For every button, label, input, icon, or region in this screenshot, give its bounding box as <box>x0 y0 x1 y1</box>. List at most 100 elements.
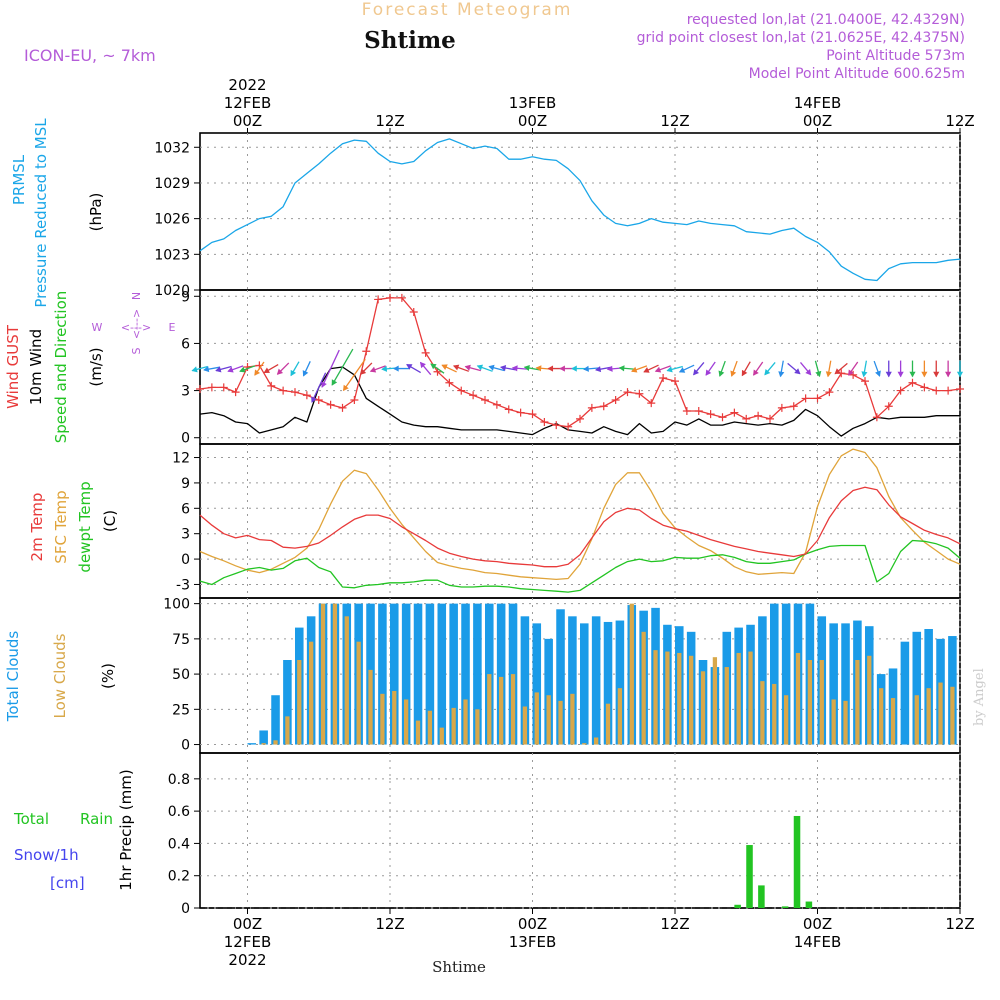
low-cloud-bar <box>807 660 813 745</box>
wind-gust-line-point <box>932 386 941 395</box>
low-cloud-bar <box>724 667 729 745</box>
wind-gust-line-point <box>825 388 834 397</box>
low-cloud-bar <box>451 707 456 745</box>
wind-direction-arrowhead <box>794 368 801 375</box>
y-tick-label: 3 <box>181 384 190 400</box>
wind-direction-arrowhead <box>848 369 854 376</box>
low-cloud-bar <box>415 720 421 745</box>
compass-west-east-arrow: <---> <box>121 321 151 334</box>
rain-bar <box>805 901 813 908</box>
wind-gust-line-point <box>611 396 620 404</box>
wind-direction-arrowhead <box>571 365 577 372</box>
y-tick-label: 3 <box>181 527 190 543</box>
pressure-unit-label: (hPa) <box>87 193 105 232</box>
wind-direction-arrowhead <box>360 368 367 375</box>
y-tick-label: 1026 <box>154 212 190 228</box>
total-cloud-bar <box>912 631 922 745</box>
low-cloud-bar <box>784 695 789 745</box>
low-cloud-bar <box>689 655 694 745</box>
model-label: ICON-EU, ~ 7km <box>24 46 156 65</box>
top-time-label: 00Z <box>518 112 547 130</box>
precip-legend-cm: [cm] <box>50 874 85 892</box>
wind-legend-direction: Speed and Direction <box>52 291 70 444</box>
wind-direction-arrowhead <box>778 371 785 378</box>
wind-direction-arrowhead <box>815 370 822 378</box>
wind-direction-arrow <box>311 372 327 403</box>
y-tick-label: 0 <box>181 552 190 568</box>
top-time-label: 14FEB <box>794 94 841 112</box>
wind-legend-gust: Wind GUST <box>4 324 22 409</box>
wind-direction-arrowhead <box>631 366 638 373</box>
wind-legend: Wind GUST 10m Wind Speed and Direction (m/s… <box>4 291 105 444</box>
low-cloud-bar <box>582 743 587 745</box>
total-cloud-bar <box>841 623 850 745</box>
wind-gust-line-point <box>884 402 893 411</box>
wind-gust-line-point <box>920 383 929 392</box>
pressure-legend-reduced: Pressure Reduced to MSL <box>32 118 50 308</box>
total-cloud-bar <box>247 743 257 745</box>
total-cloud-bar <box>283 660 292 745</box>
wind-direction-arrowhead <box>290 369 297 377</box>
wind-gust-line-point <box>813 394 822 403</box>
y-tick-label: 12 <box>172 451 190 467</box>
wind-direction-arrowhead <box>500 364 507 372</box>
wind-gust-line-point <box>647 399 656 408</box>
wind-direction-arrowhead <box>452 364 460 371</box>
top-time-label: 2022 <box>228 76 266 94</box>
y-tick-label: 1023 <box>154 247 190 263</box>
low-cloud-bar <box>890 698 896 745</box>
compass-north-south-arrow: <---> <box>130 309 143 339</box>
wind-gust-line-point <box>599 402 608 411</box>
rain-bar <box>734 904 741 908</box>
wind-direction-arrowhead <box>741 369 748 377</box>
low-cloud-bar <box>439 727 444 745</box>
low-cloud-bar <box>499 676 504 745</box>
y-tick-label: -3 <box>176 577 190 593</box>
wind-gust-line-point <box>861 377 869 386</box>
clouds-unit-label: (%) <box>99 663 117 689</box>
top-time-label: 00Z <box>233 112 262 130</box>
low-cloud-bar <box>285 716 290 745</box>
wind-gust-line-point <box>849 370 858 379</box>
wind-gust-line-point <box>564 422 573 431</box>
wind-gust-line-point <box>314 396 323 404</box>
total-cloud-bar <box>591 616 601 745</box>
low-cloud-bar <box>938 682 943 745</box>
wind-gust-line-point <box>730 408 739 417</box>
wind-gust-line-point <box>481 396 489 404</box>
low-cloud-bar <box>558 700 563 745</box>
wind-direction-arrowhead <box>693 369 700 376</box>
low-cloud-bar <box>712 657 718 745</box>
wind-gust-line <box>199 297 961 428</box>
wind-gust-line-point <box>457 386 466 395</box>
point-altitude: Point Altitude 573m <box>826 48 965 64</box>
wind-direction-arrowhead <box>523 364 530 372</box>
total-cloud-bar <box>461 603 470 745</box>
wind-gust-line-point <box>908 378 917 387</box>
low-cloud-bar <box>914 695 919 745</box>
wind-direction-arrowhead <box>302 370 309 377</box>
wind-speed-line <box>199 366 960 437</box>
wind-direction-arrowhead <box>464 364 471 371</box>
low-cloud-bar <box>736 652 741 745</box>
y-tick-label: 9 <box>181 289 190 305</box>
total-cloud-bar <box>401 603 411 745</box>
wind-gust-line-point <box>587 403 596 412</box>
bottom-time-label: 12Z <box>660 915 689 933</box>
wind-legend-10m: 10m Wind <box>27 329 45 405</box>
low-cloud-bar <box>463 699 468 745</box>
low-cloud-bar <box>594 737 599 745</box>
low-cloud-bar <box>309 641 314 745</box>
low-cloud-bar <box>748 651 753 745</box>
wind-gust-line-point <box>754 411 763 420</box>
rain-bar <box>793 815 801 908</box>
wind-gust-line-point <box>338 403 347 412</box>
y-tick-label: 100 <box>163 597 190 613</box>
sfc-temp-line <box>199 448 961 581</box>
wind-gust-line-point <box>386 293 394 302</box>
total-cloud-bar <box>413 603 423 745</box>
low-cloud-bar <box>795 652 801 745</box>
total-cloud-bar <box>390 603 399 745</box>
y-tick-label: 75 <box>172 632 190 648</box>
low-cloud-bar <box>475 709 480 745</box>
